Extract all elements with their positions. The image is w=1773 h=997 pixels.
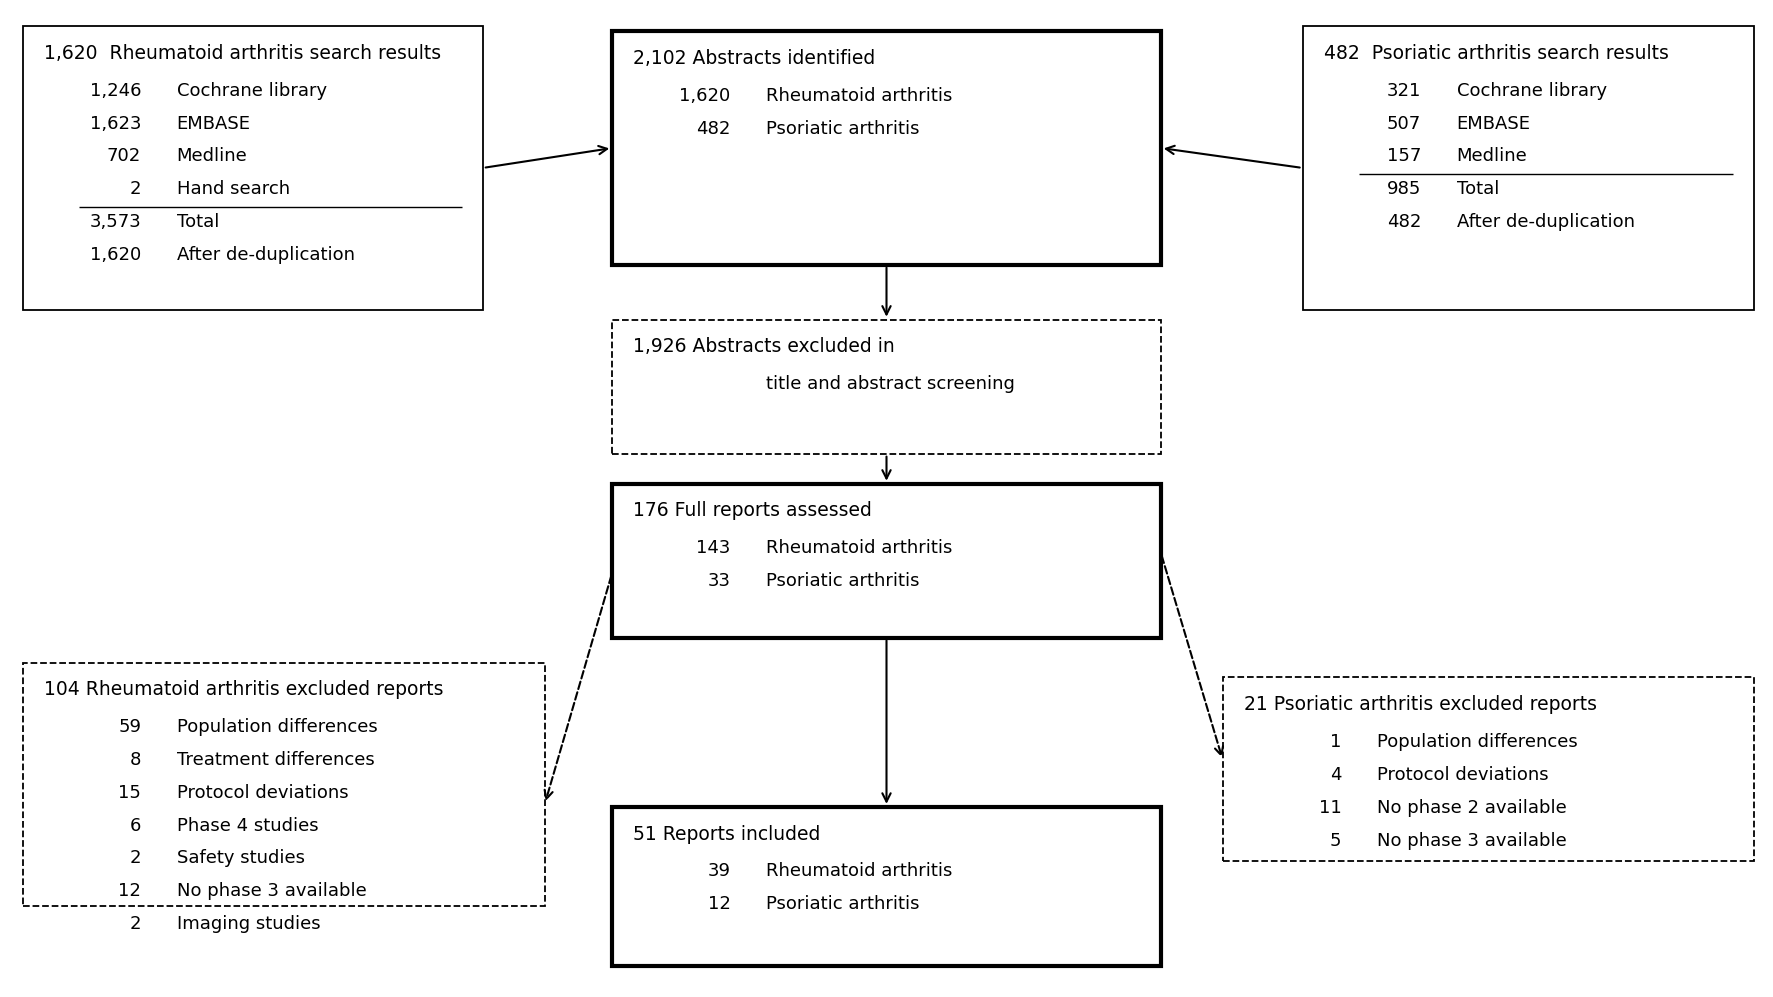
- Text: 1,623: 1,623: [90, 115, 142, 133]
- Text: 2: 2: [129, 915, 142, 933]
- Text: 1,246: 1,246: [90, 82, 142, 100]
- Text: Phase 4 studies: Phase 4 studies: [177, 817, 319, 834]
- Text: 482  Psoriatic arthritis search results: 482 Psoriatic arthritis search results: [1324, 44, 1668, 63]
- Text: 5: 5: [1330, 831, 1342, 849]
- Text: Rheumatoid arthritis: Rheumatoid arthritis: [766, 862, 952, 880]
- Text: EMBASE: EMBASE: [1456, 115, 1530, 133]
- Text: title and abstract screening: title and abstract screening: [766, 375, 1014, 393]
- Text: 3,573: 3,573: [89, 213, 142, 231]
- Text: 39: 39: [707, 862, 730, 880]
- Text: 4: 4: [1330, 766, 1342, 784]
- Text: 21 Psoriatic arthritis excluded reports: 21 Psoriatic arthritis excluded reports: [1245, 695, 1597, 715]
- FancyBboxPatch shape: [23, 663, 544, 906]
- Text: 6: 6: [129, 817, 142, 834]
- Text: 8: 8: [129, 751, 142, 769]
- Text: Medline: Medline: [1456, 148, 1527, 166]
- Text: 2,102 Abstracts identified: 2,102 Abstracts identified: [633, 49, 876, 68]
- Text: No phase 2 available: No phase 2 available: [1378, 799, 1567, 817]
- Text: 12: 12: [119, 882, 142, 900]
- Text: 985: 985: [1386, 180, 1422, 198]
- FancyBboxPatch shape: [1303, 26, 1753, 310]
- FancyBboxPatch shape: [612, 31, 1161, 265]
- Text: 2: 2: [129, 849, 142, 867]
- Text: Rheumatoid arthritis: Rheumatoid arthritis: [766, 539, 952, 557]
- FancyBboxPatch shape: [612, 320, 1161, 454]
- FancyBboxPatch shape: [612, 484, 1161, 638]
- Text: 321: 321: [1386, 82, 1422, 100]
- Text: Population differences: Population differences: [1378, 733, 1578, 751]
- Text: 702: 702: [106, 148, 142, 166]
- Text: 507: 507: [1386, 115, 1422, 133]
- Text: 1,620  Rheumatoid arthritis search results: 1,620 Rheumatoid arthritis search result…: [44, 44, 441, 63]
- Text: Hand search: Hand search: [177, 180, 289, 198]
- Text: 1: 1: [1330, 733, 1342, 751]
- Text: After de-duplication: After de-duplication: [1456, 213, 1635, 231]
- Text: 11: 11: [1319, 799, 1342, 817]
- Text: Treatment differences: Treatment differences: [177, 751, 374, 769]
- Text: Total: Total: [177, 213, 220, 231]
- Text: 2: 2: [129, 180, 142, 198]
- Text: 1,620: 1,620: [90, 246, 142, 264]
- Text: Medline: Medline: [177, 148, 248, 166]
- FancyBboxPatch shape: [612, 807, 1161, 966]
- Text: 1,926 Abstracts excluded in: 1,926 Abstracts excluded in: [633, 337, 895, 357]
- Text: Cochrane library: Cochrane library: [177, 82, 326, 100]
- Text: EMBASE: EMBASE: [177, 115, 250, 133]
- Text: 1,620: 1,620: [679, 87, 730, 105]
- Text: 15: 15: [119, 784, 142, 802]
- FancyBboxPatch shape: [23, 26, 482, 310]
- Text: 482: 482: [697, 120, 730, 138]
- Text: Protocol deviations: Protocol deviations: [1378, 766, 1548, 784]
- Text: 143: 143: [697, 539, 730, 557]
- Text: Safety studies: Safety studies: [177, 849, 305, 867]
- Text: Cochrane library: Cochrane library: [1456, 82, 1606, 100]
- Text: 12: 12: [707, 895, 730, 913]
- Text: 176 Full reports assessed: 176 Full reports assessed: [633, 501, 872, 520]
- Text: Population differences: Population differences: [177, 718, 378, 736]
- Text: Total: Total: [1456, 180, 1498, 198]
- Text: Rheumatoid arthritis: Rheumatoid arthritis: [766, 87, 952, 105]
- Text: 33: 33: [707, 572, 730, 590]
- Text: 157: 157: [1386, 148, 1422, 166]
- Text: Protocol deviations: Protocol deviations: [177, 784, 348, 802]
- Text: Psoriatic arthritis: Psoriatic arthritis: [766, 572, 920, 590]
- Text: Imaging studies: Imaging studies: [177, 915, 321, 933]
- Text: 59: 59: [119, 718, 142, 736]
- Text: After de-duplication: After de-duplication: [177, 246, 355, 264]
- Text: No phase 3 available: No phase 3 available: [177, 882, 367, 900]
- FancyBboxPatch shape: [1223, 677, 1753, 861]
- Text: Psoriatic arthritis: Psoriatic arthritis: [766, 120, 920, 138]
- Text: 51 Reports included: 51 Reports included: [633, 825, 821, 843]
- Text: 104 Rheumatoid arthritis excluded reports: 104 Rheumatoid arthritis excluded report…: [44, 680, 443, 700]
- Text: 482: 482: [1386, 213, 1422, 231]
- Text: No phase 3 available: No phase 3 available: [1378, 831, 1567, 849]
- Text: Psoriatic arthritis: Psoriatic arthritis: [766, 895, 920, 913]
